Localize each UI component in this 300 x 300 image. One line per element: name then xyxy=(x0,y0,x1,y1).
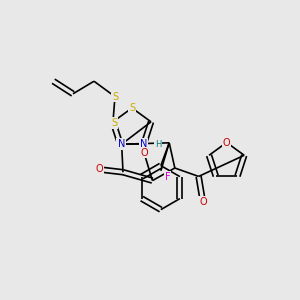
Text: S: S xyxy=(129,103,135,113)
Text: N: N xyxy=(117,139,124,149)
Text: O: O xyxy=(95,164,103,174)
Text: N: N xyxy=(118,139,125,149)
Text: S: S xyxy=(111,118,117,128)
Text: S: S xyxy=(112,92,118,102)
Text: H: H xyxy=(155,140,161,149)
Text: O: O xyxy=(199,196,207,207)
Text: N: N xyxy=(140,139,147,149)
Text: F: F xyxy=(165,172,171,182)
Text: O: O xyxy=(140,148,148,158)
Text: O: O xyxy=(223,137,230,148)
